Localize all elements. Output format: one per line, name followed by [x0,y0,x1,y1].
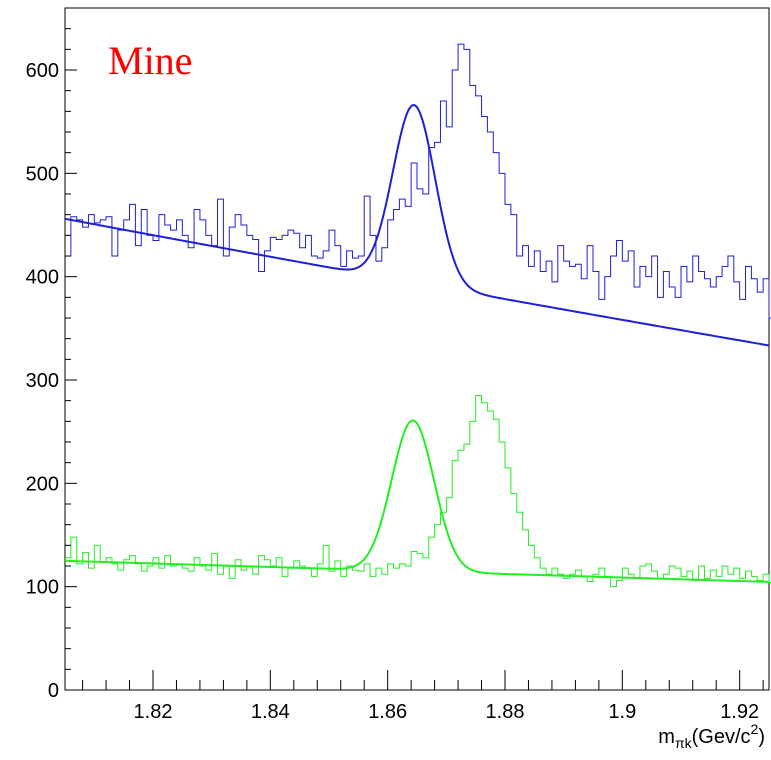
x-tick-label: 1.9 [608,701,636,723]
plot-frame [64,7,770,691]
fit-curve-1 [64,104,770,347]
y-tick-label: 500 [26,163,59,185]
x-tick-label: 1.92 [720,701,759,723]
x-axis-label: mπk(Gev/c2) [658,721,765,751]
x-axis-label-unit-end: ) [758,726,765,748]
y-tick-label: 200 [26,473,59,495]
x-tick-label: 1.84 [251,701,290,723]
annotation-label: Mine [108,38,192,83]
x-tick-label: 1.82 [134,701,173,723]
histogram-series-2 [65,395,771,588]
x-tick-label: 1.88 [486,701,525,723]
x-axis-label-subscript: πk [675,735,693,751]
y-tick-label: 100 [26,577,59,599]
y-tick-label: 600 [26,60,59,82]
y-tick-label: 300 [26,370,59,392]
x-axis-label-superscript: 2 [751,721,759,737]
fit-curve-3 [64,419,770,583]
x-tick-label: 1.86 [368,701,407,723]
plot-area [64,7,770,691]
axes-layer: 0 100 200 300 400 500 600 1.82 1.84 1.86 1.88 1.9 1.… [26,7,764,723]
x-axis-label-main: m [658,726,675,748]
x-axis-label-unit: (Gev/c [692,726,751,748]
histogram-series-0 [65,43,771,319]
y-tick-label: 0 [48,680,59,702]
series-layer [64,43,771,588]
y-tick-label: 400 [26,267,59,289]
